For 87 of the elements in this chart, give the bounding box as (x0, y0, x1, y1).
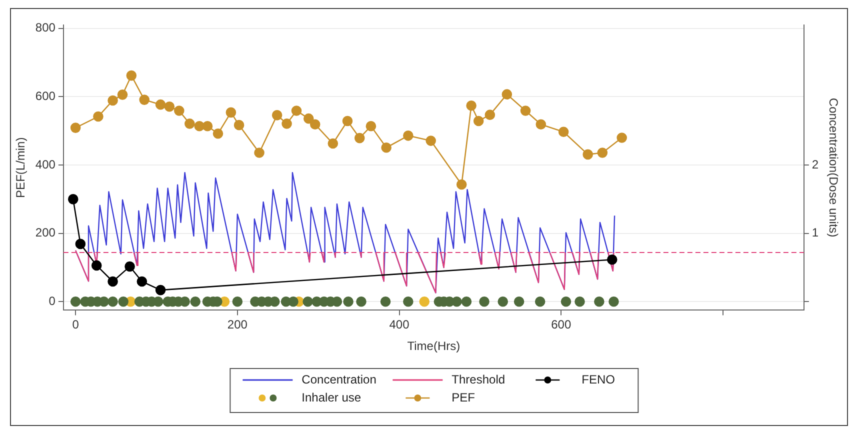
point (254, 148, 264, 158)
legend-label: PEF (452, 390, 476, 404)
point (108, 296, 118, 307)
y-tick-label: 800 (35, 20, 56, 35)
point (136, 276, 148, 287)
point (272, 110, 282, 120)
point (190, 296, 200, 307)
y-tick-label: 0 (48, 294, 56, 308)
point (479, 296, 490, 307)
x-tick-label: 600 (551, 318, 572, 332)
point (328, 138, 338, 149)
point (68, 194, 78, 204)
point (155, 284, 166, 296)
point (202, 120, 213, 132)
point (118, 296, 128, 307)
point (70, 122, 81, 133)
point (108, 95, 118, 106)
y2-tick-label: 1 (812, 226, 819, 240)
point (232, 296, 243, 307)
point (558, 126, 569, 138)
point (582, 149, 593, 160)
y2-tick-label: 2 (812, 157, 819, 172)
point (288, 296, 298, 307)
y-tick-label: 400 (35, 157, 56, 172)
point (124, 261, 135, 272)
point (484, 110, 496, 120)
point (594, 296, 604, 307)
point (354, 132, 365, 144)
point (302, 296, 313, 307)
point (75, 238, 86, 250)
point (155, 99, 166, 110)
x-axis-title: Time(Hrs) (407, 339, 460, 354)
y2-axis-title: Concentration(Dose units) (826, 98, 840, 238)
point (126, 70, 137, 81)
point (282, 118, 292, 129)
point (616, 132, 627, 143)
point (461, 296, 472, 307)
point (184, 118, 195, 129)
point (498, 296, 508, 307)
legend-label: Threshold (452, 372, 506, 386)
point (381, 142, 392, 153)
y-axis-title: PEF(L/min) (14, 137, 28, 198)
point (403, 130, 414, 141)
x-tick-label: 0 (72, 318, 80, 332)
point (117, 90, 128, 100)
point (108, 276, 118, 287)
point (536, 119, 546, 130)
point (70, 296, 81, 307)
point (366, 120, 376, 132)
x-tick-label: 200 (227, 318, 248, 332)
point (93, 111, 104, 122)
point (419, 296, 430, 307)
point (226, 107, 236, 118)
point (342, 116, 353, 126)
point (456, 179, 467, 190)
point (560, 296, 572, 307)
point (514, 296, 524, 307)
point (466, 100, 476, 111)
point (520, 106, 531, 116)
point (534, 296, 546, 307)
y-tick-label: 200 (35, 226, 56, 240)
point (174, 106, 184, 116)
point (212, 128, 224, 139)
point (343, 296, 354, 307)
point (606, 254, 618, 265)
point (426, 136, 436, 146)
point (91, 260, 102, 271)
point (310, 119, 320, 130)
point (403, 296, 414, 307)
point (473, 116, 484, 126)
legend-label: Concentration (302, 372, 376, 386)
legend-label: FENO (582, 372, 616, 386)
point (502, 89, 512, 100)
x-tick-label: 400 (389, 318, 410, 332)
point (452, 296, 462, 307)
point (597, 148, 608, 158)
point (356, 296, 366, 307)
point (164, 101, 175, 112)
point (608, 296, 619, 307)
legend-label: Inhaler use (302, 390, 362, 404)
point (234, 120, 244, 130)
point (303, 113, 314, 124)
point (574, 296, 585, 307)
point (380, 296, 391, 307)
y-tick-label: 600 (35, 89, 56, 104)
point (291, 106, 302, 116)
point (139, 94, 150, 105)
